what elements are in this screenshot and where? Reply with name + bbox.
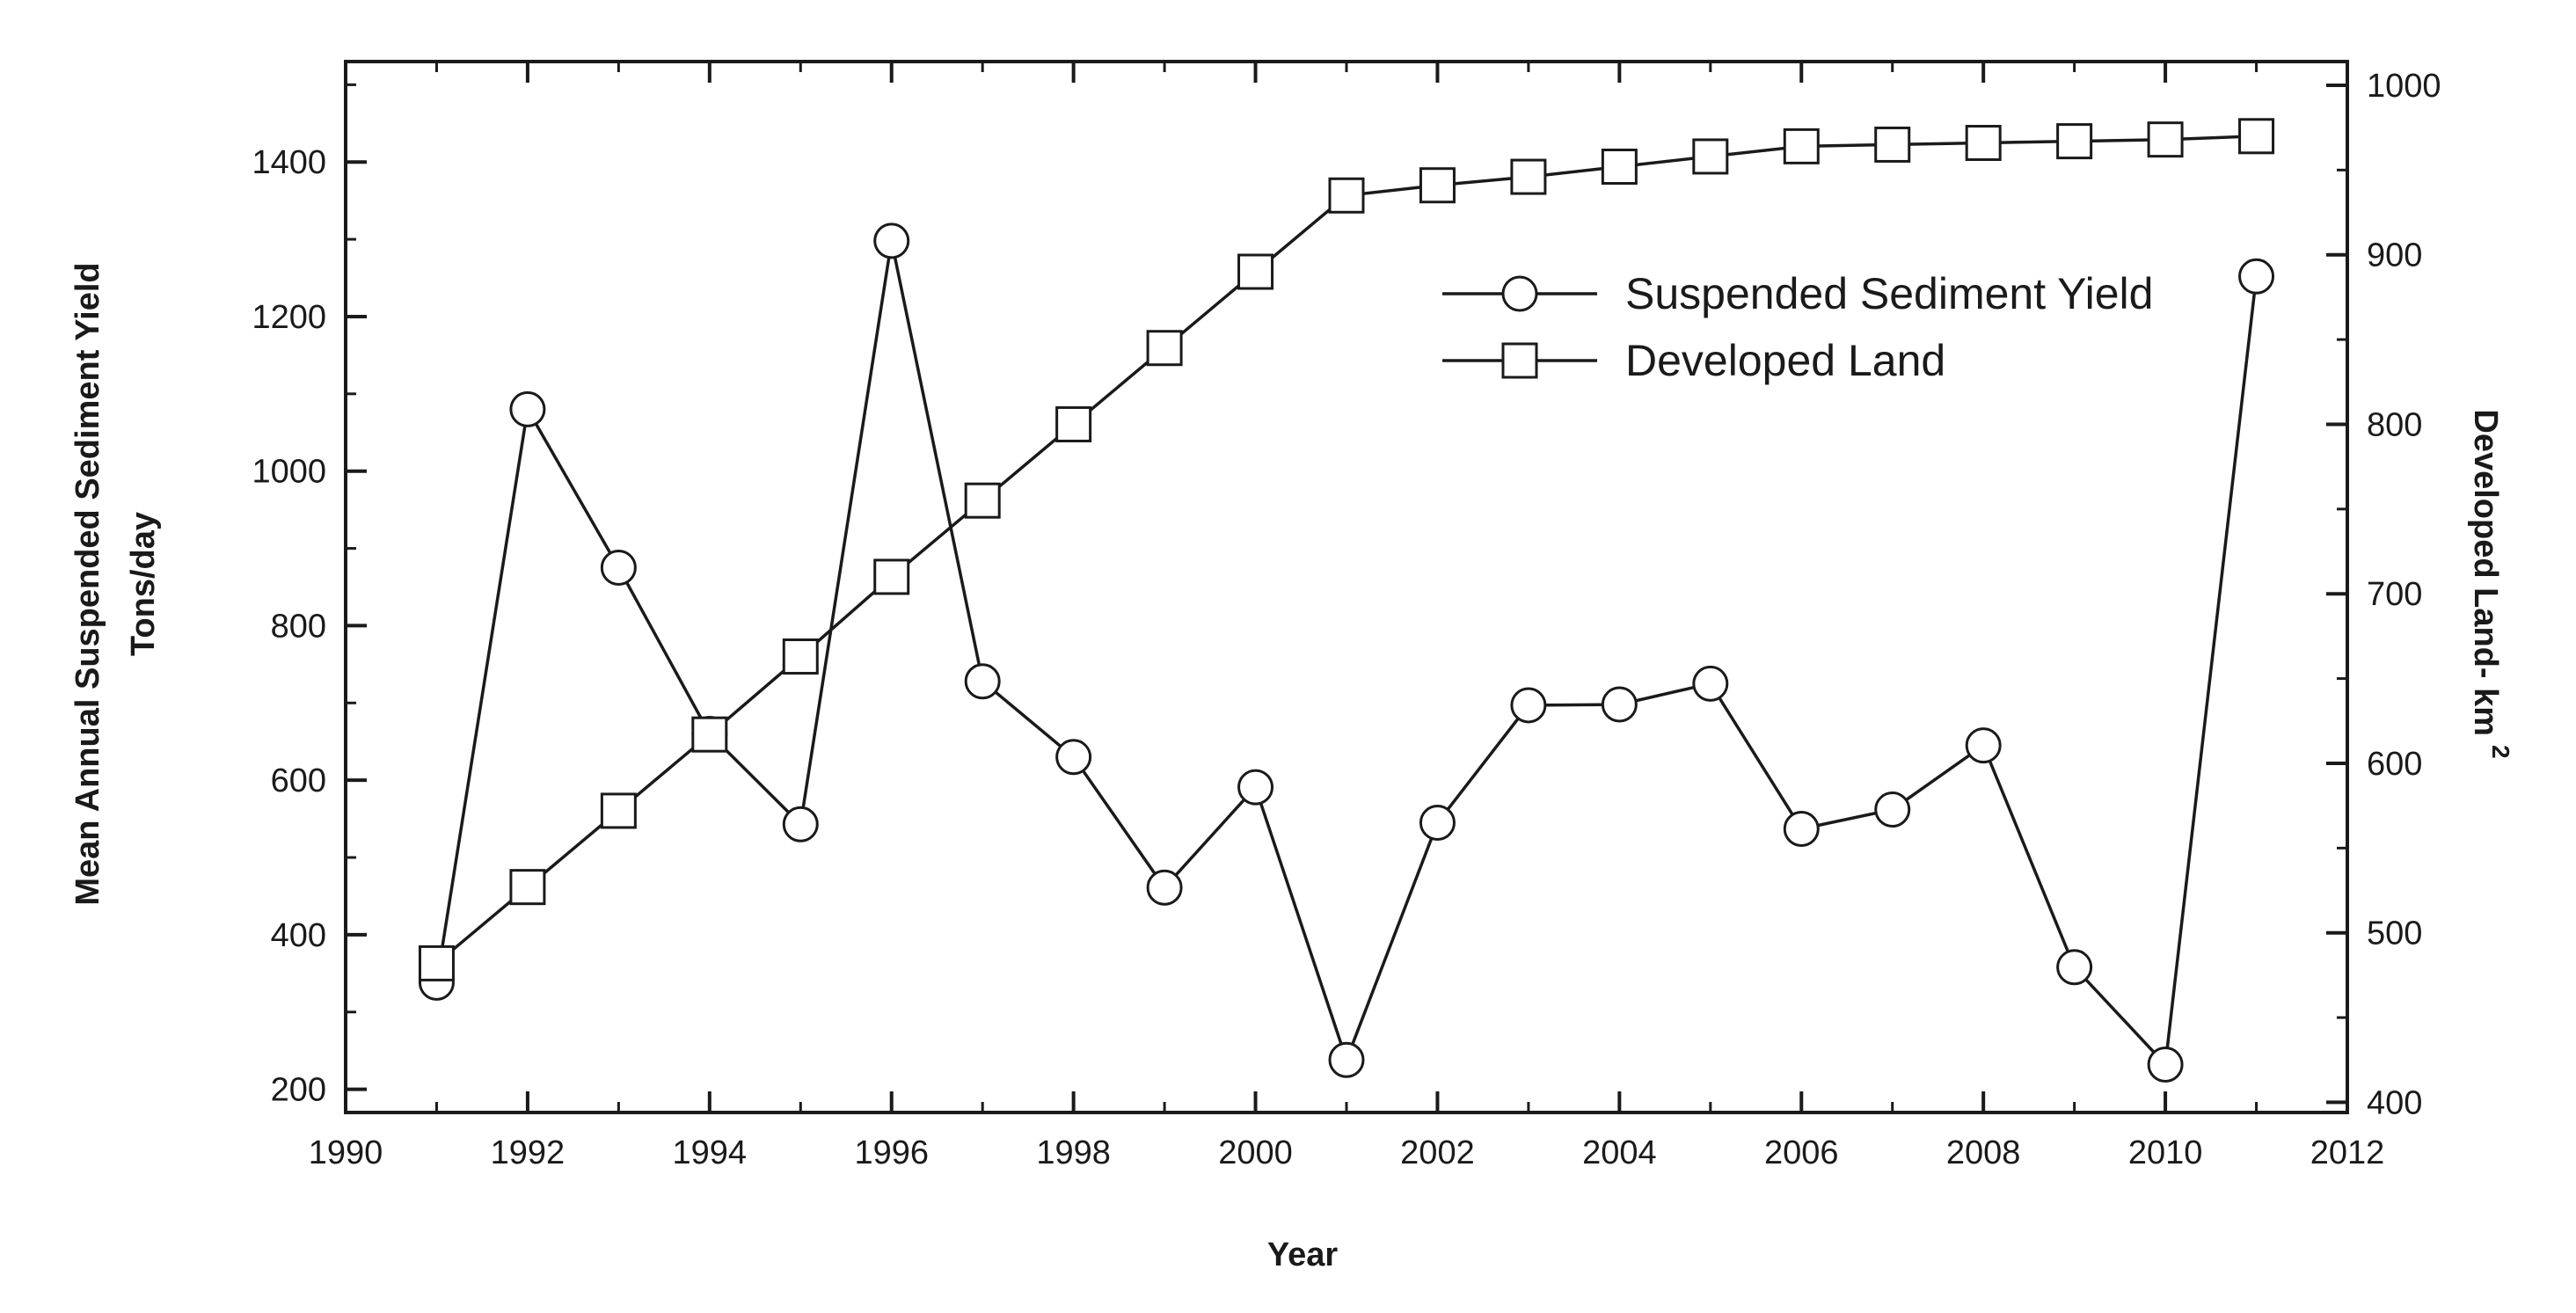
legend-label-developed-land: Developed Land xyxy=(1625,336,1945,385)
suspended-sediment-yield-point-1993 xyxy=(600,550,637,587)
suspended-sediment-yield-point-2001 xyxy=(1328,1041,1365,1078)
right-y-tick-label-900: 900 xyxy=(2367,237,2422,274)
x-tick-label-2000: 2000 xyxy=(1218,1134,1293,1171)
developed-land-point-2007 xyxy=(1874,126,1911,163)
developed-land-point-2005 xyxy=(1692,138,1729,175)
suspended-sediment-yield-point-1995 xyxy=(782,806,819,843)
developed-land-point-2002 xyxy=(1419,167,1456,204)
x-tick-label-1990: 1990 xyxy=(309,1134,383,1171)
right-y-tick-label-600: 600 xyxy=(2367,746,2422,783)
developed-land-point-2000 xyxy=(1237,253,1274,290)
suspended-sediment-yield-point-2005 xyxy=(1692,665,1729,702)
x-tick-label-2008: 2008 xyxy=(1946,1134,2021,1171)
developed-land-point-2008 xyxy=(1965,125,2002,162)
suspended-sediment-yield-point-2002 xyxy=(1419,804,1456,841)
left-y-tick-label-400: 400 xyxy=(271,917,326,954)
developed-land-point-1991 xyxy=(418,945,455,981)
left-y-tick-label-1200: 1200 xyxy=(252,299,326,336)
right-y-tick-label-800: 800 xyxy=(2367,406,2422,443)
left-y-tick-label-200: 200 xyxy=(271,1072,326,1109)
x-tick-label-1996: 1996 xyxy=(854,1134,929,1171)
right-y-tick-label-400: 400 xyxy=(2367,1084,2422,1121)
series-layer xyxy=(418,118,2275,1083)
x-tick-label-2012: 2012 xyxy=(2310,1134,2385,1171)
suspended-sediment-yield-point-2008 xyxy=(1965,727,2002,764)
x-tick-label-1994: 1994 xyxy=(673,1134,748,1171)
suspended-sediment-yield-point-2007 xyxy=(1874,791,1911,828)
right-y-axis-title: Developed Land- km 2 xyxy=(2467,409,2514,758)
right-y-tick-label-500: 500 xyxy=(2367,915,2422,952)
x-axis-title: Year xyxy=(1267,1236,1339,1273)
suspended-sediment-yield-point-1998 xyxy=(1055,739,1092,776)
left-y-tick-label-600: 600 xyxy=(271,762,326,799)
developed-land-point-2004 xyxy=(1601,149,1638,185)
x-tick-label-2002: 2002 xyxy=(1400,1134,1475,1171)
right-y-tick-label-1000: 1000 xyxy=(2367,68,2441,105)
left-y-tick-label-1000: 1000 xyxy=(252,454,326,491)
developed-land-point-2001 xyxy=(1328,177,1365,214)
suspended-sediment-yield-point-2011 xyxy=(2238,258,2275,295)
developed-land-point-1992 xyxy=(509,869,546,906)
x-tick-label-2004: 2004 xyxy=(1582,1134,1657,1171)
legend-label-suspended-sediment-yield: Suspended Sediment Yield xyxy=(1625,269,2153,318)
suspended-sediment-yield-point-2004 xyxy=(1601,686,1638,723)
developed-land-point-2009 xyxy=(2056,123,2093,160)
developed-land-point-1994 xyxy=(691,716,728,753)
suspended-sediment-yield-point-1996 xyxy=(873,222,910,259)
developed-land-point-2006 xyxy=(1783,128,1820,164)
developed-land-point-1996 xyxy=(873,558,910,595)
suspended-sediment-yield-point-2009 xyxy=(2056,949,2093,986)
suspended-sediment-yield-point-2010 xyxy=(2147,1047,2184,1083)
suspended-sediment-yield-point-2000 xyxy=(1237,769,1274,806)
developed-land-point-1999 xyxy=(1146,330,1183,367)
left-y-tick-label-800: 800 xyxy=(271,608,326,645)
left-y-axis-title-line2: Tons/day xyxy=(125,512,162,656)
developed-land-point-1998 xyxy=(1055,405,1092,442)
suspended-sediment-yield-point-1997 xyxy=(964,663,1001,700)
legend-marker-developed-land xyxy=(1501,342,1538,379)
left-y-tick-label-1400: 1400 xyxy=(252,144,326,181)
developed-land-point-1993 xyxy=(600,792,637,829)
right-y-axis-title-text: Developed Land- km xyxy=(2467,409,2504,736)
x-tick-label-2006: 2006 xyxy=(1764,1134,1839,1171)
x-axis-ticks: 1990 1992 1994 1996 1998 2000 2002 2004 2006 2008… xyxy=(309,62,2385,1171)
developed-land-point-2011 xyxy=(2238,118,2275,155)
developed-land-point-2010 xyxy=(2147,121,2184,158)
x-tick-label-1992: 1992 xyxy=(491,1134,566,1171)
suspended-sediment-yield-point-2003 xyxy=(1510,687,1547,724)
developed-land-point-2003 xyxy=(1510,158,1547,195)
suspended-sediment-yield-point-1999 xyxy=(1146,869,1183,906)
x-tick-label-2010: 2010 xyxy=(2128,1134,2203,1171)
right-y-tick-label-700: 700 xyxy=(2367,576,2422,613)
legend: Suspended Sediment Yield Developed Land xyxy=(1442,269,2153,385)
developed-land-point-1995 xyxy=(782,638,819,675)
right-y-axis-title-superscript: 2 xyxy=(2487,745,2514,759)
left-y-axis-ticks: 200 400 600 800 1000 1200 1400 xyxy=(252,83,367,1109)
suspended-sediment-yield-point-1992 xyxy=(509,390,546,427)
x-tick-label-1998: 1998 xyxy=(1036,1134,1111,1171)
left-y-axis-title-line1: Mean Annual Suspended Sediment Yield xyxy=(69,262,106,905)
developed-land-point-1997 xyxy=(964,482,1001,519)
suspended-sediment-yield-point-2006 xyxy=(1783,811,1820,848)
legend-marker-suspended-sediment-yield xyxy=(1501,275,1538,312)
right-y-axis-ticks: 400 500 600 700 800 900 1000 xyxy=(2326,68,2441,1121)
